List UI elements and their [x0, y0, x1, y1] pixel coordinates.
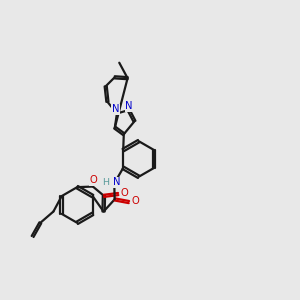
- Text: N: N: [112, 104, 119, 114]
- Text: O: O: [90, 175, 97, 185]
- Text: N: N: [125, 101, 133, 112]
- Text: N: N: [113, 177, 120, 187]
- Text: H: H: [103, 178, 110, 187]
- Text: O: O: [120, 188, 128, 198]
- Text: O: O: [132, 196, 139, 206]
